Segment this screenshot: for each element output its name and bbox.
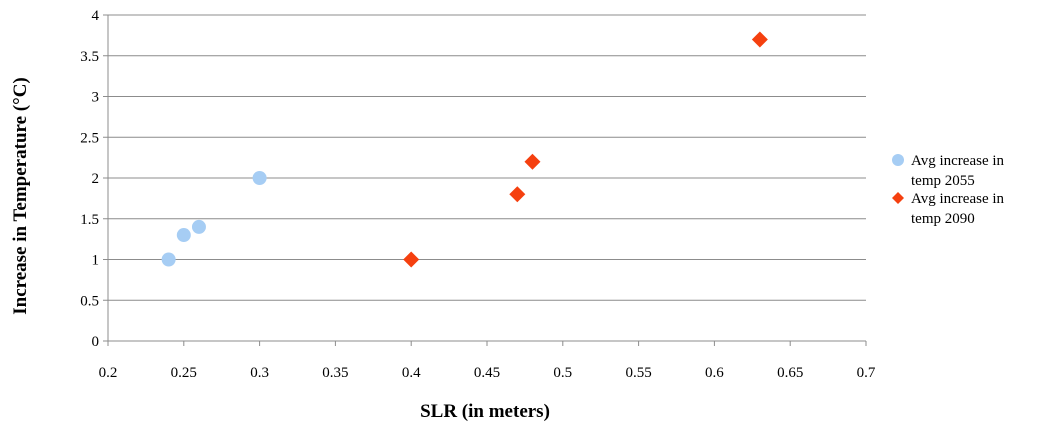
x-tick-label: 0.6 [705,365,724,381]
data-point-2055 [252,171,267,185]
x-tick-label: 0.4 [402,365,421,381]
x-axis-title: SLR (in meters) [420,401,550,422]
data-point-2090 [751,31,768,48]
x-tick-label: 0.25 [171,365,197,381]
y-tick-label: 1.5 [80,212,99,228]
legend-label: temp 2090 [911,211,975,227]
data-point-2090 [509,186,526,203]
y-tick-label: 3 [92,90,100,106]
x-tick-label: 0.3 [250,365,269,381]
y-tick-label: 2.5 [80,130,99,146]
x-tick-label: 0.65 [777,365,803,381]
legend-label: temp 2055 [911,173,975,189]
x-tick-label: 0.5 [553,365,572,381]
x-tick-label: 0.35 [322,365,348,381]
data-point-2090 [403,251,420,268]
legend-marker-2090 [892,192,904,204]
legend-label: Avg increase in [911,153,1005,169]
data-points [161,31,768,268]
x-tick-label: 0.2 [99,365,118,381]
x-tick-label: 0.45 [474,365,500,381]
data-point-2055 [161,252,176,267]
x-tick-label: 0.55 [625,365,651,381]
y-tick-label: 1 [92,253,100,269]
y-tick-label: 4 [92,8,100,24]
y-axis-title: Increase in Temperature (°C) [10,77,31,315]
x-tick-label: 0.7 [857,365,876,381]
data-point-2055 [191,219,206,234]
y-tick-label: 0.5 [80,293,99,309]
legend: Avg increase in temp 2055 Avg increase in t… [892,153,1005,227]
y-tick-label: 2 [92,171,100,187]
data-point-2055 [176,228,191,243]
legend-label: Avg increase in [911,191,1005,207]
x-tick-labels: 0.2 0.25 0.3 0.35 0.4 0.45 0.5 0.55 0.6 0.65 0.7 [99,365,876,381]
legend-marker-2055 [892,154,904,166]
y-tick-label: 0 [92,334,100,350]
y-tick-labels: 0 0.5 1 1.5 2 2.5 3 3.5 4 [80,8,99,350]
axes [103,14,867,346]
gridlines [108,14,866,301]
data-point-2090 [524,153,541,170]
y-tick-label: 3.5 [80,49,99,65]
